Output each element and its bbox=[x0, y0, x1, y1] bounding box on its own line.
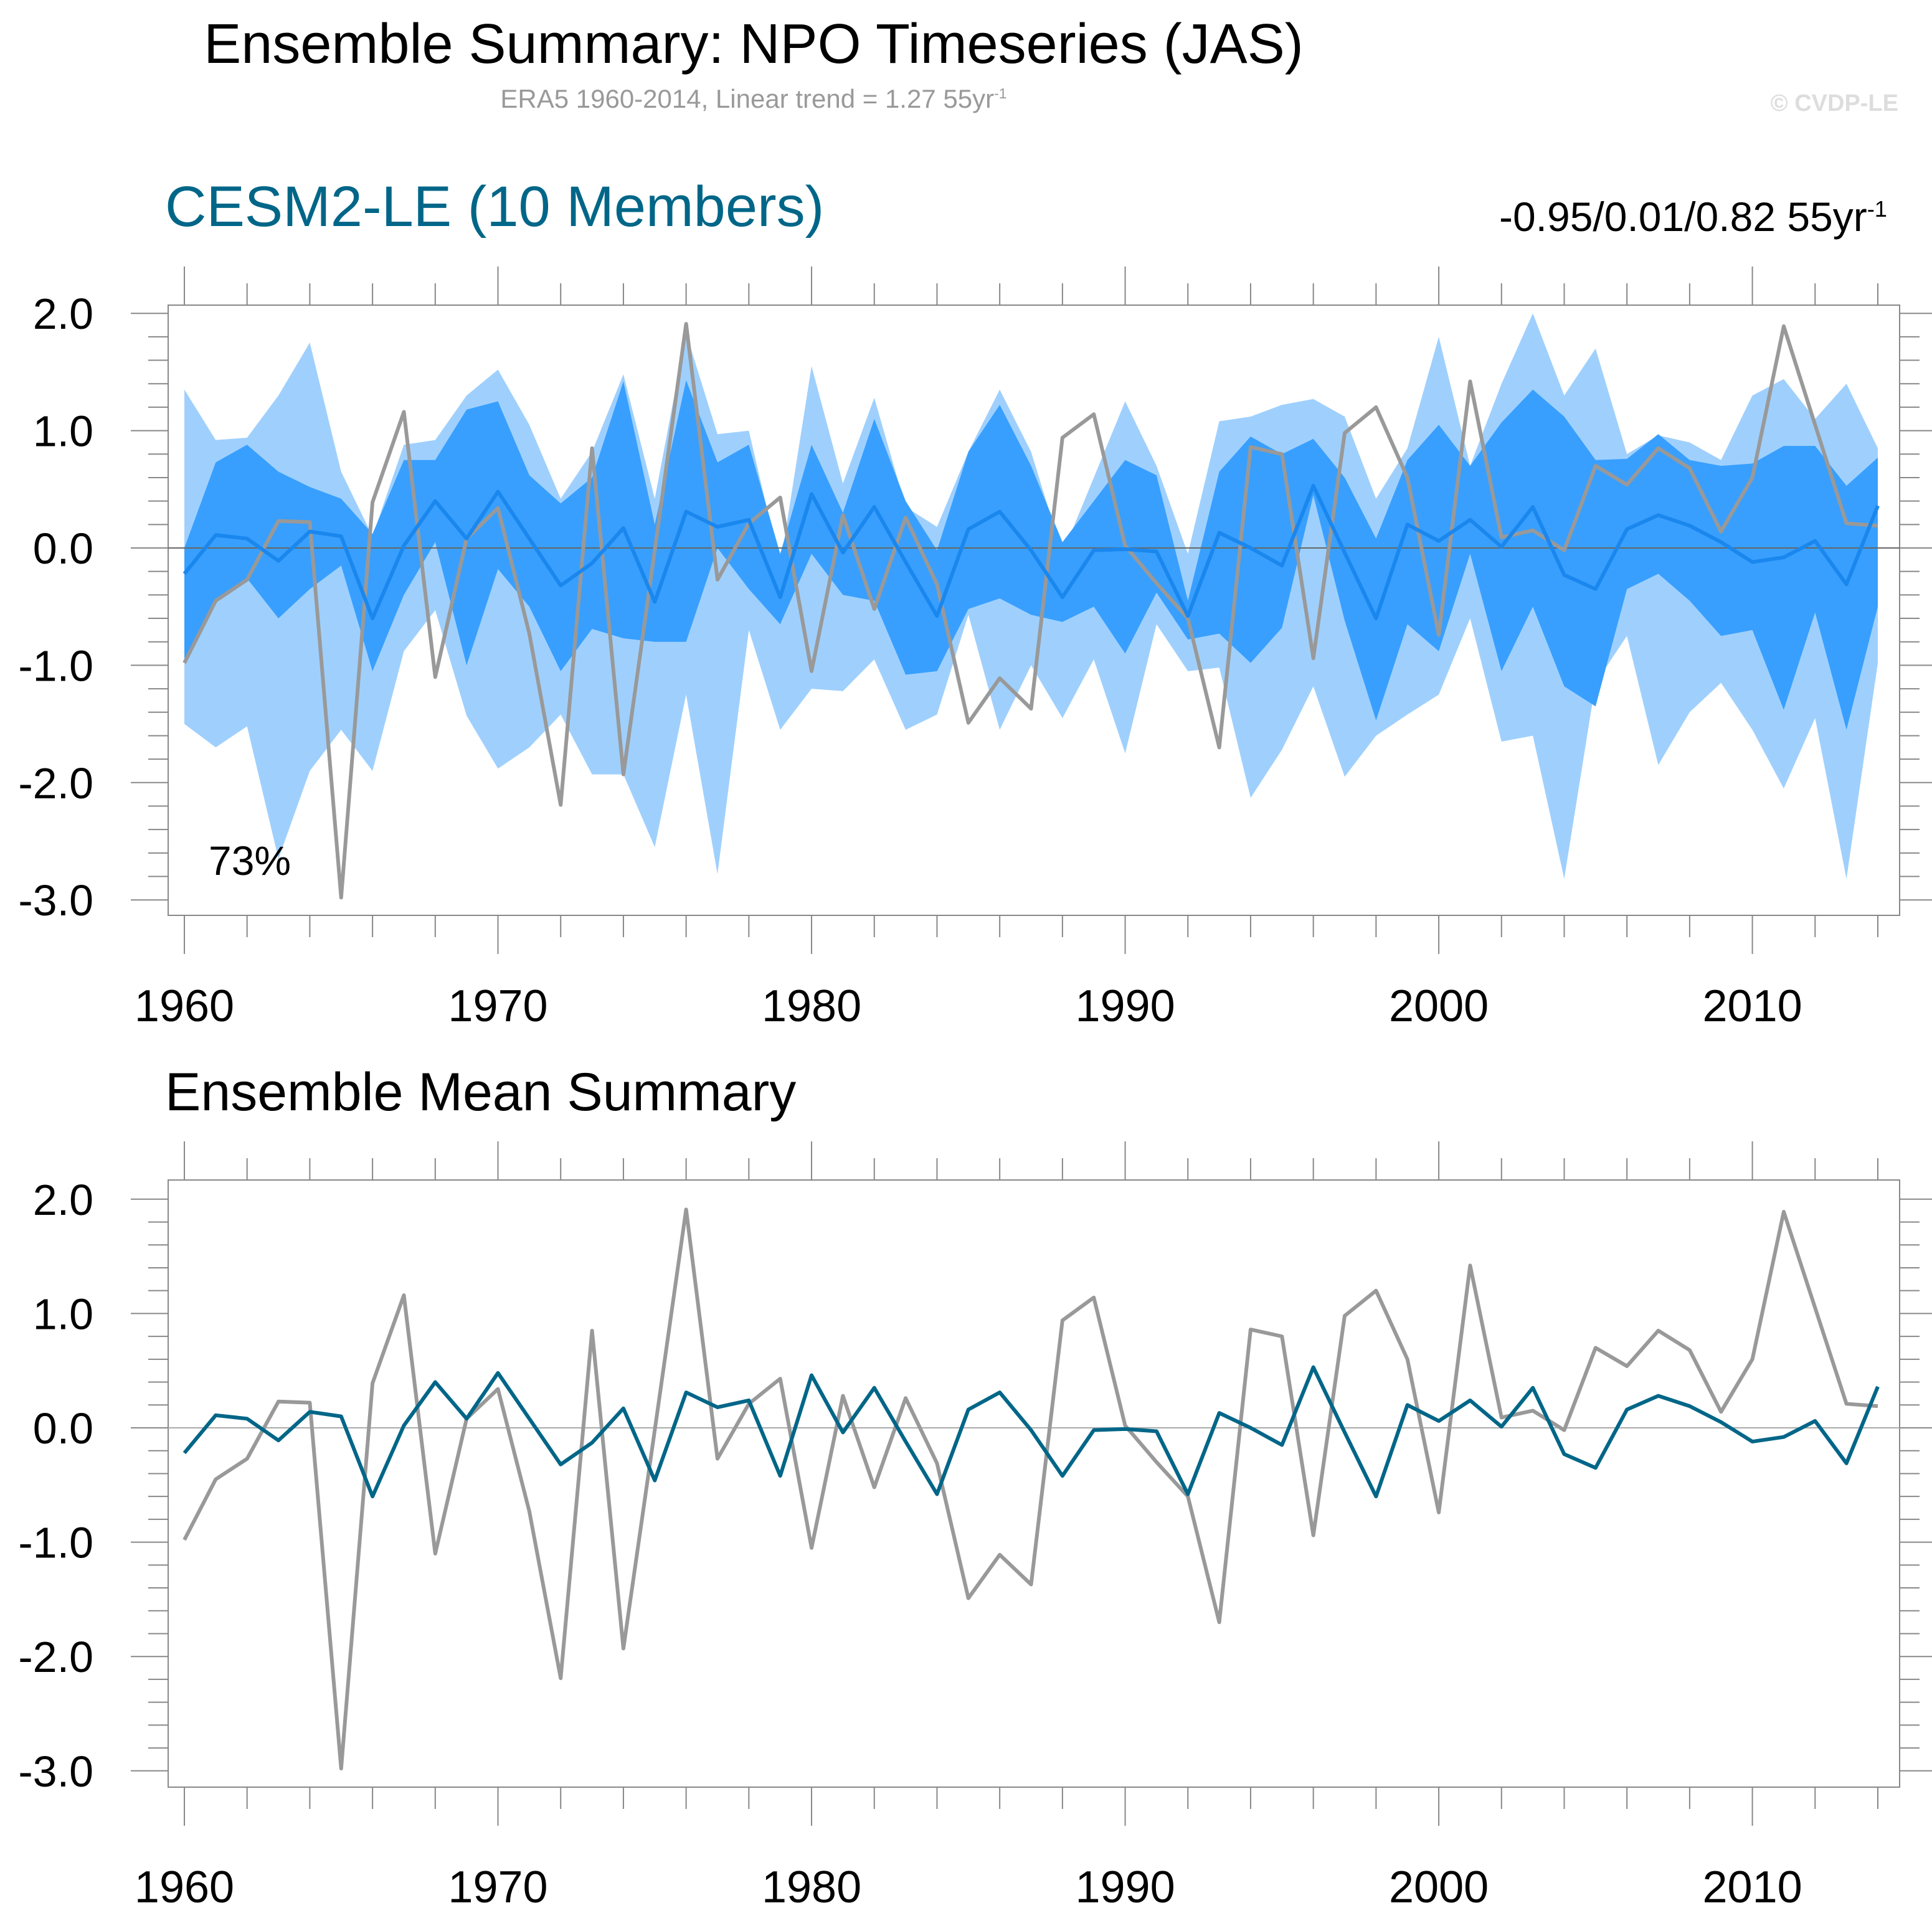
trend-range-label: -0.95/0.01/0.82 55yr-1 bbox=[1499, 193, 1887, 240]
subtitle-exponent: -1 bbox=[994, 85, 1007, 101]
y-tick-label: 0.0 bbox=[33, 524, 93, 573]
x-tick-label: 1960 bbox=[135, 1862, 234, 1912]
x-tick-label: 2000 bbox=[1389, 981, 1489, 1031]
panel-top: 1960 1970 1980 1990 2000 2010 2.0 1.0 0.0 -1.0 -2.… bbox=[18, 267, 1932, 1031]
trend-text: -0.95/0.01/0.82 55yr bbox=[1499, 194, 1867, 240]
x-tick-label: 1990 bbox=[1075, 1862, 1175, 1912]
mean-panel-title: Ensemble Mean Summary bbox=[165, 1062, 797, 1122]
x-tick-label: 2000 bbox=[1389, 1862, 1489, 1912]
y-tick-label: -2.0 bbox=[18, 1633, 93, 1681]
x-tick-label: 1960 bbox=[135, 981, 234, 1031]
y-tick-label: 0.0 bbox=[33, 1404, 93, 1453]
plot-frame bbox=[168, 304, 1900, 916]
model-panel-title: CESM2-LE (10 Members) bbox=[165, 175, 825, 238]
x-tick-label: 1970 bbox=[448, 981, 547, 1031]
figure-subtitle: ERA5 1960-2014, Linear trend = 1.27 55yr… bbox=[0, 84, 1507, 114]
ensemble-mean-line bbox=[182, 484, 1880, 621]
x-tick-label: 2010 bbox=[1703, 981, 1802, 1031]
y-tick-label: -1.0 bbox=[18, 1519, 93, 1567]
y-tick-label: -3.0 bbox=[18, 1747, 93, 1796]
y-tick-label: -3.0 bbox=[18, 876, 93, 925]
x-tick-label: 1970 bbox=[448, 1862, 547, 1912]
inner-spread-band bbox=[184, 380, 1878, 730]
plot-frame bbox=[168, 1179, 1900, 1788]
y-tick-label: -2.0 bbox=[18, 759, 93, 808]
trend-exponent: -1 bbox=[1867, 196, 1887, 222]
copyright-watermark: © CVDP-LE bbox=[1770, 90, 1898, 116]
percent-annotation: 73% bbox=[209, 838, 291, 884]
ensemble-mean-line bbox=[182, 1365, 1880, 1499]
y-tick-label: 2.0 bbox=[33, 290, 93, 338]
x-tick-label: 1980 bbox=[762, 1862, 861, 1912]
y-tick-label: 1.0 bbox=[33, 407, 93, 456]
figure-title: Ensemble Summary: NPO Timeseries (JAS) bbox=[204, 13, 1304, 75]
y-tick-label: 2.0 bbox=[33, 1176, 93, 1224]
y-tick-label: -1.0 bbox=[18, 641, 93, 690]
y-tick-label: 1.0 bbox=[33, 1290, 93, 1338]
era5-line bbox=[182, 1207, 1878, 1771]
x-tick-label: 1980 bbox=[762, 981, 861, 1031]
subtitle-text: ERA5 1960-2014, Linear trend = 1.27 55yr bbox=[500, 84, 995, 113]
panel-bottom: 1960 1970 1980 1990 2000 2010 2.0 1.0 0.0 -1.0 -2.… bbox=[18, 1141, 1932, 1912]
x-tick-label: 2010 bbox=[1703, 1862, 1802, 1912]
x-tick-label: 1990 bbox=[1075, 981, 1175, 1031]
